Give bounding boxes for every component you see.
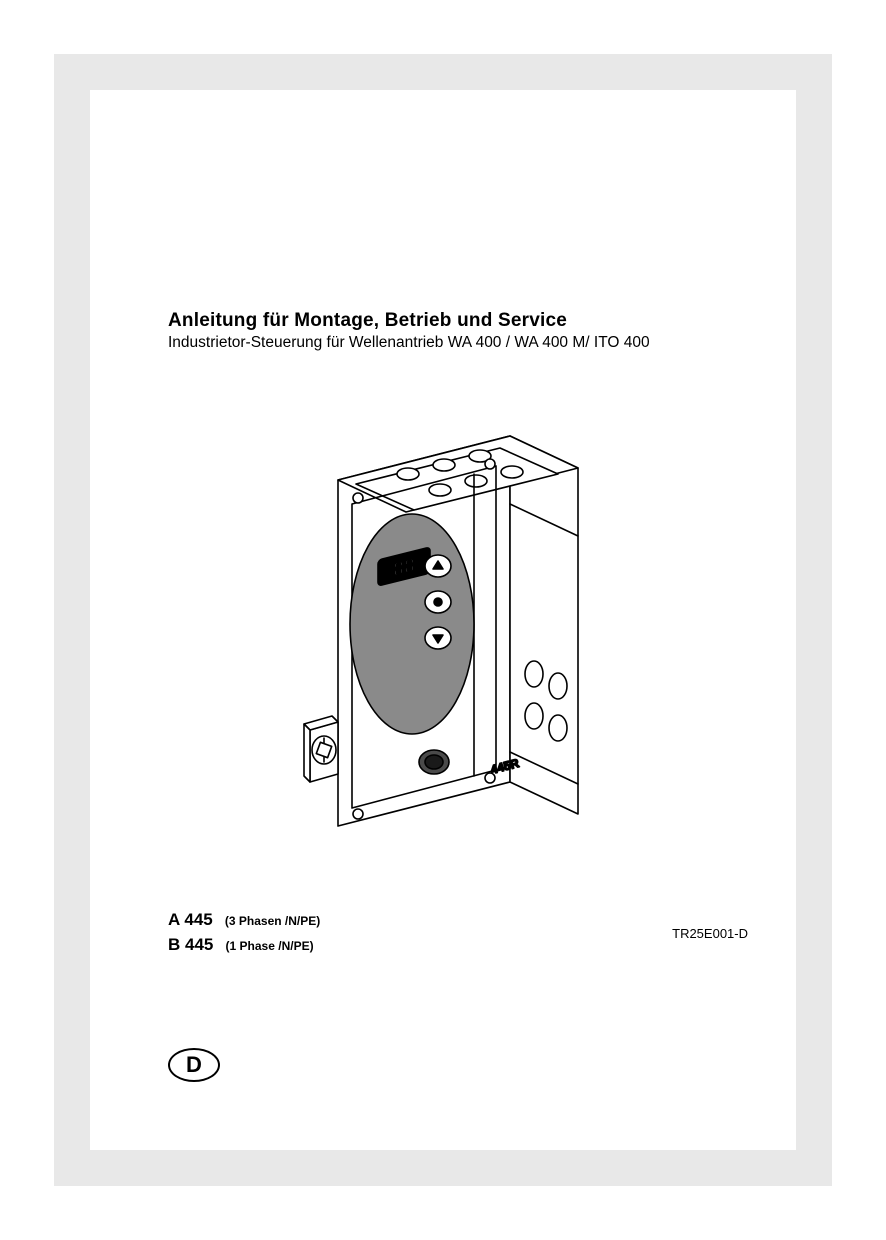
circle-icon: [434, 598, 442, 606]
outer-gray-frame: Anleitung für Montage, Betrieb und Servi…: [54, 54, 832, 1186]
model-row: B 445 (1 Phase /N/PE): [168, 933, 320, 958]
model-code: B 445: [168, 935, 213, 954]
device-illustration: 88 445R: [278, 394, 628, 844]
model-spec: (1 Phase /N/PE): [226, 939, 314, 953]
title-block: Anleitung für Montage, Betrieb und Servi…: [168, 310, 728, 352]
model-row: A 445 (3 Phasen /N/PE): [168, 908, 320, 933]
language-badge: D: [168, 1048, 220, 1082]
model-spec: (3 Phasen /N/PE): [225, 914, 320, 928]
document-number: TR25E001-D: [672, 926, 748, 941]
language-badge-letter: D: [186, 1052, 202, 1078]
models-list: A 445 (3 Phasen /N/PE) B 445 (1 Phase /N…: [168, 908, 320, 957]
inner-white-panel: Anleitung für Montage, Betrieb und Servi…: [90, 90, 796, 1150]
page-subtitle: Industrietor-Steuerung für Wellenantrieb…: [168, 334, 728, 352]
page-title: Anleitung für Montage, Betrieb und Servi…: [168, 310, 728, 332]
model-code: A 445: [168, 910, 213, 929]
